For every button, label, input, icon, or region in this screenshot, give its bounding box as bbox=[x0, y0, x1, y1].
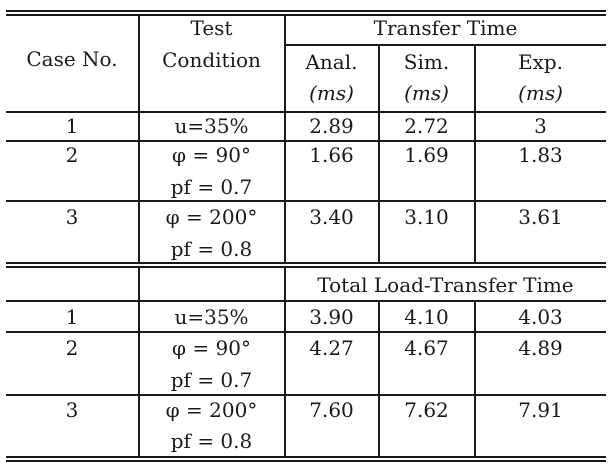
header-condition: Condition bbox=[162, 48, 261, 72]
table-cell-exp: 3.61 bbox=[518, 205, 563, 229]
rule-top-1 bbox=[6, 10, 606, 12]
header-case-no: Case No. bbox=[26, 47, 118, 71]
table-cell-condition-pf: pf = 0.7 bbox=[170, 368, 253, 392]
table-cell-anal: 3.40 bbox=[309, 205, 354, 229]
rule-load-header bbox=[6, 300, 606, 302]
header-exp-unit: (ms) bbox=[518, 81, 563, 105]
table-cell-anal: 4.27 bbox=[309, 336, 354, 360]
table-cell-exp: 1.83 bbox=[518, 143, 563, 167]
results-table: Case No. Test Condition Transfer Time An… bbox=[6, 0, 606, 470]
header-total-load: Total Load-Transfer Time bbox=[317, 273, 574, 297]
rule-col-4 bbox=[474, 44, 476, 262]
header-transfer-time: Transfer Time bbox=[373, 16, 518, 40]
header-anal-unit: (ms) bbox=[309, 81, 354, 105]
rule-under-transfer bbox=[284, 44, 606, 46]
table-cell-anal: 7.60 bbox=[309, 398, 354, 422]
rule-row-5 bbox=[6, 394, 606, 396]
table-cell-case: 2 bbox=[65, 143, 79, 167]
table-cell-case: 3 bbox=[65, 205, 79, 229]
table-cell-anal: 1.66 bbox=[309, 143, 354, 167]
table-cell-sim: 3.10 bbox=[404, 205, 449, 229]
header-sim: Sim. bbox=[403, 50, 450, 74]
rule-row-1 bbox=[6, 140, 606, 142]
rule-mid-1 bbox=[6, 262, 606, 264]
table-cell-exp: 3 bbox=[534, 114, 547, 138]
rule-col-1b bbox=[138, 266, 140, 456]
table-cell-condition-pf: pf = 0.8 bbox=[170, 429, 253, 453]
table-cell-sim: 4.10 bbox=[404, 305, 449, 329]
table-cell-condition: φ = 200° bbox=[165, 398, 258, 422]
table-cell-case: 1 bbox=[65, 114, 79, 138]
rule-col-2b bbox=[284, 266, 286, 456]
table-cell-condition-pf: pf = 0.8 bbox=[170, 237, 253, 261]
table-cell-condition-pf: pf = 0.7 bbox=[170, 175, 253, 199]
table-cell-exp: 4.03 bbox=[518, 305, 563, 329]
rule-row-2 bbox=[6, 200, 606, 202]
table-cell-case: 3 bbox=[65, 398, 79, 422]
rule-header-bottom bbox=[6, 111, 606, 113]
table-cell-anal: 3.90 bbox=[309, 305, 354, 329]
table-cell-condition: φ = 200° bbox=[165, 205, 258, 229]
table-cell-sim: 4.67 bbox=[404, 336, 449, 360]
table-cell-exp: 7.91 bbox=[518, 398, 563, 422]
table-cell-condition: u=35% bbox=[174, 114, 249, 138]
rule-top-2 bbox=[6, 14, 606, 16]
table-cell-sim: 7.62 bbox=[404, 398, 449, 422]
rule-col-1 bbox=[138, 14, 140, 262]
table-cell-condition: φ = 90° bbox=[172, 336, 251, 360]
table-cell-sim: 1.69 bbox=[404, 143, 449, 167]
header-anal: Anal. bbox=[305, 50, 358, 74]
header-sim-unit: (ms) bbox=[404, 81, 449, 105]
table-cell-exp: 4.89 bbox=[518, 336, 563, 360]
table-cell-anal: 2.89 bbox=[309, 114, 354, 138]
rule-col-2 bbox=[284, 14, 286, 262]
rule-row-4 bbox=[6, 331, 606, 333]
rule-bottom-1 bbox=[6, 456, 606, 458]
table-cell-condition: u=35% bbox=[174, 305, 249, 329]
table-cell-case: 2 bbox=[65, 336, 79, 360]
table-cell-condition: φ = 90° bbox=[172, 143, 251, 167]
header-exp: Exp. bbox=[517, 50, 564, 74]
table-cell-sim: 2.72 bbox=[404, 114, 449, 138]
header-test: Test bbox=[190, 16, 233, 40]
rule-col-4b bbox=[474, 300, 476, 456]
rule-mid-2 bbox=[6, 266, 606, 268]
table-cell-case: 1 bbox=[65, 305, 79, 329]
rule-col-3 bbox=[378, 44, 380, 262]
rule-col-3b bbox=[378, 300, 380, 456]
rule-bottom-2 bbox=[6, 460, 606, 462]
